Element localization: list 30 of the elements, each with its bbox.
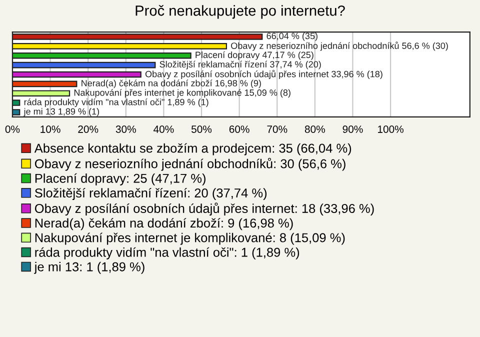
legend-label: Obavy z neseriozního jednání obchodníků: 30 (56,6 %)	[34, 158, 346, 171]
legend-label: Nerad(a) čekám na dodání zboží: 9 (16,98 %)	[35, 218, 293, 230]
data-label: Obavy z neseriozního jednání obchodníků 56,6 % (30)	[231, 42, 448, 51]
data-label: Nakupování přes internet je komplikované 15,09 % (8)	[74, 89, 290, 98]
data-label: 66,04 % (35)	[266, 32, 318, 41]
x-tick-label: 0%	[5, 126, 20, 133]
data-label: ráda produkty vidím "na vlastní oči" 1,89 % (1)	[24, 98, 208, 108]
x-tick-label: 10%	[40, 126, 60, 133]
x-tick-label: 40%	[154, 126, 174, 133]
x-tick-label: 70%	[267, 126, 288, 133]
legend-label: Nakupování přes internet je komplikované: 8 (15,09 %)	[35, 232, 345, 245]
x-tick-label: 100%	[378, 126, 404, 133]
data-label: Obavy z posílání osobních údajů přes internet 33,96 % (18)	[145, 70, 382, 80]
chart-title: Proč nenakupujete po internetu?	[136, 5, 345, 19]
legend-label: je mi 13: 1 (1,89 %)	[34, 262, 144, 274]
data-label: Nerad(a) čekám na dodání zboží 16,98 % (9)	[82, 80, 261, 88]
legend-label: Složitější reklamační řízení: 20 (37,74 %)	[34, 188, 267, 200]
legend-label: Absence kontaktu se zbožím a prodejcem: 35 (66,04 %)	[34, 143, 352, 156]
data-label: je mi 13 1,89 % (1)	[24, 108, 99, 116]
legend-label: ráda produkty vidím "na vlastní oči": 1 (1,89 %)	[35, 247, 300, 260]
x-tick-label: 60%	[229, 126, 250, 133]
data-label: Placení dopravy 47,17 % (25)	[196, 51, 314, 60]
x-tick-label: 30%	[116, 126, 136, 133]
legend-label: Placení dopravy: 25 (47,17 %)	[35, 173, 206, 186]
x-tick-label: 50%	[191, 126, 212, 133]
data-label: Složitější reklamační řízení 37,74 % (20)	[160, 60, 321, 70]
x-tick-label: 90%	[342, 126, 363, 133]
x-tick-label: 20%	[78, 126, 98, 133]
legend-label: Obavy z posílání osobních údajů přes internet: 18 (33,96 %)	[34, 202, 374, 216]
x-tick-label: 80%	[304, 126, 325, 133]
